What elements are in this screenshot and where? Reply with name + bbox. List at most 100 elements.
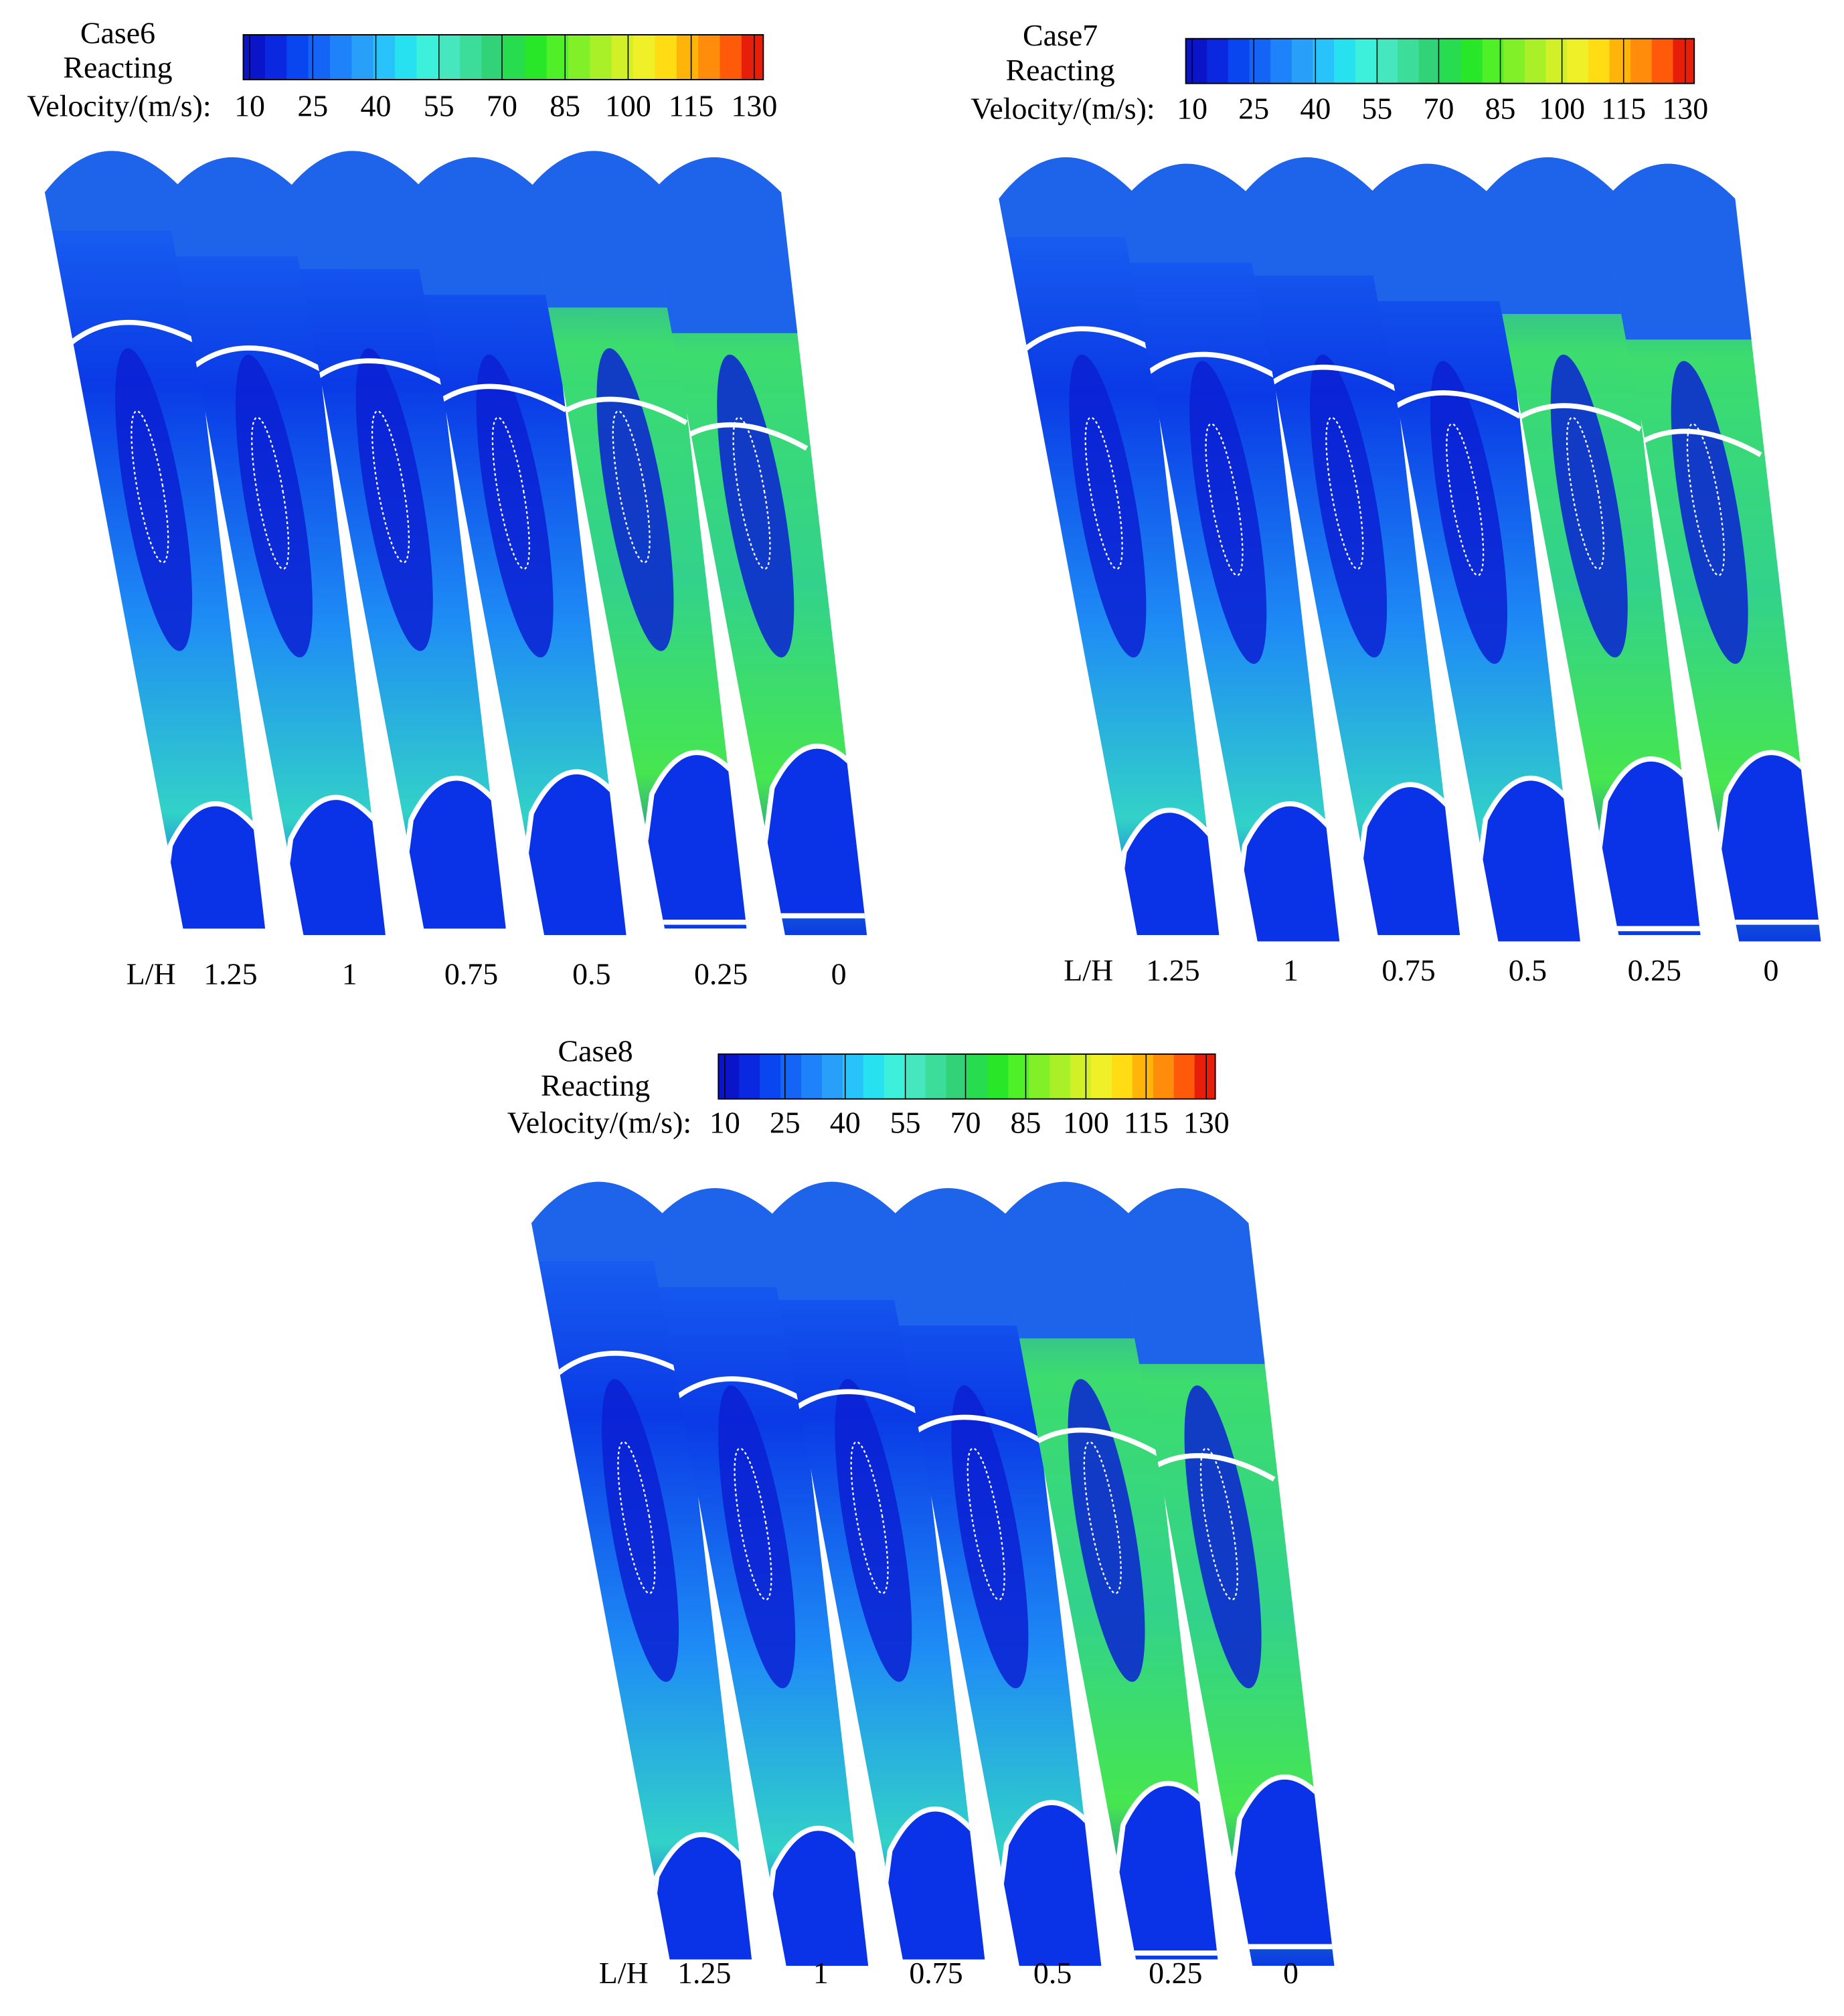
recirculation-line [1084, 416, 1123, 570]
colorbar-segment [884, 1054, 906, 1099]
colorbar-segment [373, 34, 396, 80]
colorbar-segment [1461, 38, 1483, 84]
recirculation-line [1083, 1441, 1122, 1594]
colorbar-tick-label: 100 [1063, 1106, 1109, 1140]
colorbar-segment [1334, 38, 1356, 84]
axis-value: 0.25 [1149, 1956, 1202, 1990]
colorbar-segment [525, 34, 548, 80]
colorbar-segment [904, 1054, 926, 1099]
colorbar-segment [481, 34, 504, 80]
vortex-core [596, 348, 674, 651]
colorbar-segment [967, 1054, 989, 1099]
recirculation-line [1446, 423, 1485, 576]
colorbar-segment [1091, 1054, 1112, 1099]
colorbar-tick-label: 85 [1011, 1106, 1041, 1140]
colorbar-segment [1132, 1054, 1154, 1099]
colorbar-tick-label: 25 [297, 88, 328, 122]
colorbar-segment [1482, 38, 1505, 84]
colorbar-tick-label: 70 [1424, 91, 1454, 125]
contour-plot [531, 1181, 1335, 1966]
colorbar-segment [780, 1054, 802, 1099]
strip [647, 157, 867, 935]
axis-value: 1.25 [677, 1956, 731, 1990]
panel-title: Case7 [1023, 18, 1098, 52]
vortex-core [602, 1379, 679, 1682]
vortex-core [355, 348, 433, 651]
colorbar-segment [1376, 38, 1399, 84]
colorbar-segment [1194, 1054, 1216, 1099]
vortex-core [115, 348, 193, 651]
recirculation-line [131, 410, 169, 564]
axis-value: 0.25 [1628, 953, 1681, 987]
colorbar-frame [718, 1053, 1216, 1100]
recirculation-line [491, 416, 530, 570]
vortex-core [476, 354, 554, 658]
axis-value: 0.25 [694, 957, 748, 991]
colorbar-segment [460, 34, 483, 80]
recirculation-line [617, 1441, 656, 1594]
axis-label: L/H [599, 1956, 649, 1990]
recirculation-line [732, 416, 771, 570]
axis-value: 0.5 [1509, 953, 1547, 987]
colorbar-segment [1291, 38, 1314, 84]
axis-value: 0.5 [1033, 1956, 1072, 1990]
colorbar-segment [1153, 1054, 1175, 1099]
vortex-core [951, 1385, 1029, 1689]
colorbar-segment [351, 34, 374, 80]
colorbar-frame [242, 34, 764, 80]
colorbar-segment [395, 34, 418, 80]
colorbar-tick-label: 40 [1300, 91, 1331, 125]
vortex-core [1189, 361, 1267, 664]
colorbar-segment [1207, 38, 1229, 84]
colorbar-tick-label: 100 [605, 88, 651, 122]
colorbar-tick-label: 115 [669, 88, 714, 122]
colorbar-segment [1070, 1054, 1092, 1099]
colorbar-segment [1418, 38, 1441, 84]
colorbar-segment [633, 34, 656, 80]
recirculation-line [850, 1441, 889, 1594]
colorbar-segment [1503, 38, 1525, 84]
colorbar-segment [1398, 38, 1420, 84]
recirculation-line [1566, 416, 1605, 570]
vortex-core [835, 1379, 912, 1682]
colorbar-segment [925, 1054, 947, 1099]
recirculation-line [251, 416, 290, 570]
colorbar-tick-label: 55 [1361, 91, 1392, 125]
colorbar-tick-label: 10 [234, 88, 265, 122]
colorbar-tick-label: 70 [950, 1106, 981, 1140]
colorbar-segment [698, 34, 721, 80]
colorbar-tick-label: 10 [1177, 91, 1207, 125]
colorbar-segment [655, 34, 677, 80]
axis-value: 1 [342, 957, 357, 991]
colorbar-tick-label: 100 [1539, 91, 1585, 125]
contour-plot [44, 151, 867, 935]
colorbar-segment [308, 34, 331, 80]
colorbar-segment [1111, 1054, 1133, 1099]
colorbar-segment [1029, 1054, 1051, 1099]
colorbar-tick-label: 25 [770, 1106, 801, 1140]
axis-value: 1.25 [1146, 953, 1199, 987]
colorbar-segment [987, 1054, 1009, 1099]
colorbar-segment [568, 34, 591, 80]
colorbar-segment [946, 1054, 968, 1099]
colorbar-segment [1008, 1054, 1030, 1099]
colorbar-segment [741, 34, 764, 80]
colorbar-tick-label: 10 [709, 1106, 740, 1140]
colorbar-segment [1609, 38, 1632, 84]
panel-title: Case8 [558, 1033, 633, 1068]
colorbar-segment [1567, 38, 1589, 84]
colorbar-segment [1355, 38, 1377, 84]
vortex-core [235, 354, 313, 658]
colorbar-segment [1228, 38, 1250, 84]
axis-label: L/H [127, 957, 176, 991]
colorbar-segment [801, 1054, 823, 1099]
strip [881, 1188, 1102, 1966]
colorbar-segment [1630, 38, 1653, 84]
vortex-core [717, 354, 794, 658]
colorbar-segment [760, 1054, 782, 1099]
colorbar-tick-label: 130 [731, 88, 777, 122]
axis-value: 0.5 [572, 957, 610, 991]
axis-value: 1.25 [203, 957, 257, 991]
